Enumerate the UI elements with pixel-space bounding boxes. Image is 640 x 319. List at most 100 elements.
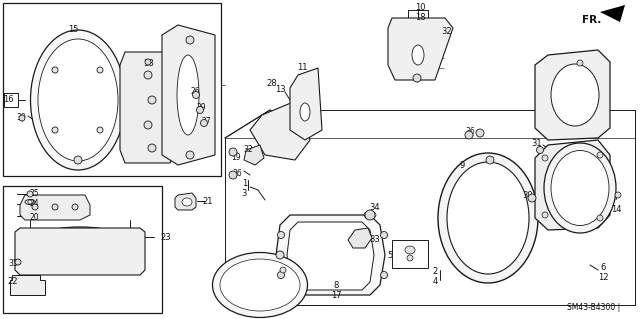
Ellipse shape: [544, 143, 616, 233]
Text: 36: 36: [465, 128, 475, 137]
Circle shape: [615, 192, 621, 198]
Text: 17: 17: [331, 291, 341, 300]
Circle shape: [542, 155, 548, 161]
Circle shape: [365, 210, 375, 220]
Bar: [4, 93, 18, 107]
Ellipse shape: [25, 199, 35, 204]
Text: 34: 34: [370, 204, 380, 212]
Circle shape: [597, 152, 603, 158]
Text: 28: 28: [267, 78, 277, 87]
Text: 38: 38: [143, 58, 154, 68]
Circle shape: [476, 129, 484, 137]
Polygon shape: [175, 193, 196, 210]
Polygon shape: [15, 228, 145, 275]
Circle shape: [144, 71, 152, 79]
Circle shape: [536, 146, 543, 153]
Ellipse shape: [551, 151, 609, 226]
Text: 7: 7: [613, 194, 619, 203]
Circle shape: [597, 215, 603, 221]
Text: 4: 4: [433, 278, 438, 286]
Ellipse shape: [447, 162, 529, 274]
Circle shape: [280, 267, 286, 273]
Text: 13: 13: [275, 85, 285, 94]
Ellipse shape: [31, 30, 125, 170]
Text: 16: 16: [3, 95, 13, 105]
Text: 24: 24: [30, 199, 40, 209]
Ellipse shape: [438, 153, 538, 283]
Text: SM43-B4300 |: SM43-B4300 |: [567, 303, 620, 313]
Text: 2: 2: [433, 268, 438, 277]
Ellipse shape: [182, 198, 192, 206]
Circle shape: [577, 60, 583, 66]
Text: 6: 6: [600, 263, 605, 272]
Polygon shape: [162, 25, 215, 165]
Text: 36: 36: [232, 168, 242, 177]
Circle shape: [193, 92, 200, 99]
Circle shape: [145, 59, 151, 65]
Text: 23: 23: [160, 233, 171, 241]
Text: 3: 3: [242, 189, 247, 197]
Text: 11: 11: [297, 63, 307, 72]
Circle shape: [27, 191, 33, 197]
Bar: [392, 240, 428, 268]
Ellipse shape: [177, 55, 199, 135]
Text: 29: 29: [196, 102, 206, 112]
Bar: [3, 3, 221, 176]
Text: 27: 27: [201, 116, 211, 125]
Circle shape: [381, 232, 387, 239]
Text: 30: 30: [523, 190, 533, 199]
Polygon shape: [287, 222, 374, 290]
Polygon shape: [250, 100, 310, 160]
Circle shape: [74, 156, 82, 164]
Circle shape: [278, 232, 285, 239]
Circle shape: [28, 200, 32, 204]
Polygon shape: [20, 195, 90, 220]
Circle shape: [72, 204, 78, 210]
Polygon shape: [388, 18, 453, 80]
Polygon shape: [348, 228, 372, 248]
Text: 31: 31: [532, 138, 542, 147]
Text: 21: 21: [202, 197, 212, 205]
Circle shape: [229, 148, 237, 156]
Polygon shape: [535, 50, 610, 140]
Circle shape: [97, 127, 103, 133]
Circle shape: [413, 74, 421, 82]
Circle shape: [276, 251, 284, 259]
Circle shape: [200, 120, 207, 127]
Text: 14: 14: [611, 205, 621, 214]
Circle shape: [148, 144, 156, 152]
Text: 32: 32: [243, 145, 253, 154]
Circle shape: [465, 131, 473, 139]
Circle shape: [97, 67, 103, 73]
Polygon shape: [600, 5, 625, 22]
Text: 25: 25: [30, 189, 40, 198]
Ellipse shape: [22, 227, 138, 269]
Text: 9: 9: [460, 160, 465, 169]
Circle shape: [186, 36, 194, 44]
Circle shape: [196, 107, 204, 114]
Text: 33: 33: [370, 235, 380, 244]
Ellipse shape: [30, 233, 130, 263]
Circle shape: [52, 204, 58, 210]
Ellipse shape: [300, 103, 310, 121]
Circle shape: [52, 67, 58, 73]
Text: 15: 15: [68, 26, 78, 34]
Ellipse shape: [551, 64, 599, 126]
Ellipse shape: [212, 253, 307, 317]
Circle shape: [52, 127, 58, 133]
Circle shape: [486, 156, 494, 164]
Circle shape: [32, 204, 38, 210]
Text: 5: 5: [387, 251, 392, 261]
Polygon shape: [276, 215, 385, 295]
Circle shape: [381, 271, 387, 278]
Text: 26: 26: [190, 86, 200, 95]
Text: 8: 8: [333, 280, 339, 290]
Polygon shape: [290, 68, 322, 140]
Ellipse shape: [412, 45, 424, 65]
Circle shape: [229, 171, 237, 179]
Polygon shape: [244, 145, 264, 165]
Text: 18: 18: [415, 13, 426, 23]
Text: 12: 12: [598, 273, 608, 283]
Bar: [138, 55, 158, 67]
Ellipse shape: [220, 259, 300, 311]
